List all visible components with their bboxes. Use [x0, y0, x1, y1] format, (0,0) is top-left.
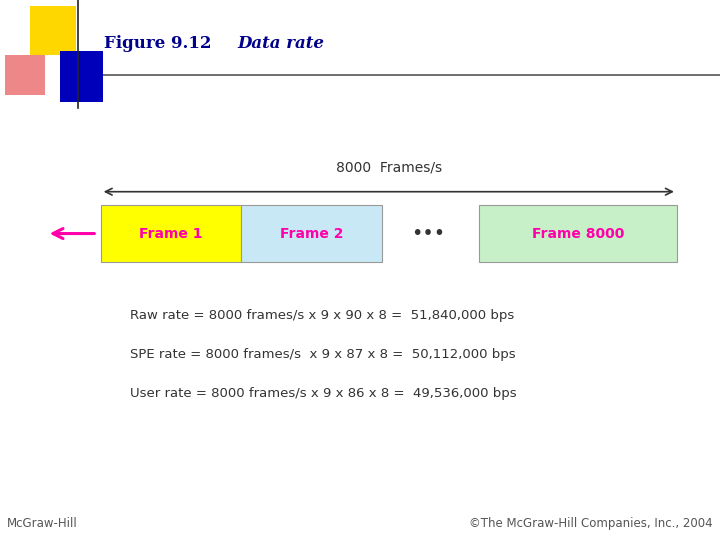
- Bar: [30, 6, 76, 55]
- Bar: [241, 205, 382, 262]
- Bar: [479, 205, 677, 262]
- Text: Data rate: Data rate: [238, 35, 325, 52]
- Text: ©The McGraw-Hill Companies, Inc., 2004: ©The McGraw-Hill Companies, Inc., 2004: [469, 517, 713, 530]
- Text: User rate = 8000 frames/s x 9 x 86 x 8 =  49,536,000 bps: User rate = 8000 frames/s x 9 x 86 x 8 =…: [130, 387, 516, 400]
- Text: 8000  Frames/s: 8000 Frames/s: [336, 160, 442, 174]
- Bar: [60, 51, 103, 102]
- Bar: [5, 55, 45, 95]
- Text: Frame 2: Frame 2: [279, 227, 343, 240]
- Text: McGraw-Hill: McGraw-Hill: [7, 517, 78, 530]
- Text: Frame 8000: Frame 8000: [531, 227, 624, 240]
- Text: Raw rate = 8000 frames/s x 9 x 90 x 8 =  51,840,000 bps: Raw rate = 8000 frames/s x 9 x 90 x 8 = …: [130, 309, 514, 322]
- Text: SPE rate = 8000 frames/s  x 9 x 87 x 8 =  50,112,000 bps: SPE rate = 8000 frames/s x 9 x 87 x 8 = …: [130, 348, 516, 361]
- Text: Figure 9.12: Figure 9.12: [104, 35, 212, 52]
- Bar: [101, 205, 241, 262]
- Text: Frame 1: Frame 1: [139, 227, 203, 240]
- Text: •••: •••: [411, 224, 446, 244]
